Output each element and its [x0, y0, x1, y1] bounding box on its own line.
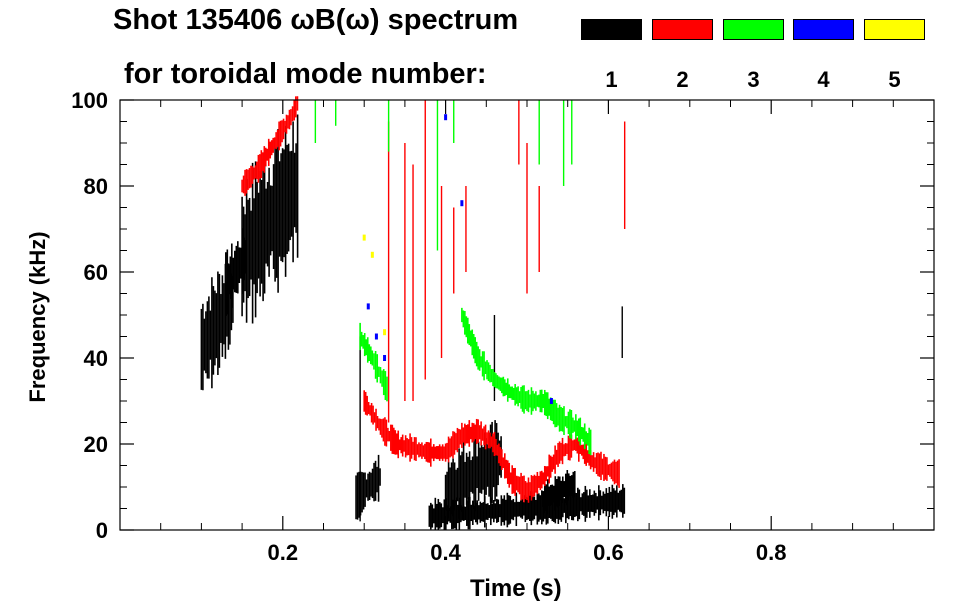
point-mode-5	[370, 251, 374, 258]
legend-swatch-mode-3	[723, 19, 784, 40]
point-mode-4	[374, 333, 378, 340]
legend-label-mode-4: 4	[817, 67, 830, 92]
point-mode-4	[460, 200, 464, 207]
y-tick-label: 60	[84, 260, 108, 285]
y-tick-label: 100	[71, 88, 108, 113]
legend-swatch-mode-2	[652, 19, 713, 40]
legend-swatch-mode-1	[581, 19, 642, 40]
x-tick-label: 0.4	[430, 540, 461, 565]
y-tick-label: 80	[84, 174, 108, 199]
x-tick-label: 0.6	[593, 540, 624, 565]
data-layer	[200, 96, 626, 530]
point-mode-4	[366, 303, 370, 310]
chart-title: Shot 135406 ωB(ω) spectrum	[113, 4, 519, 36]
point-mode-4	[444, 114, 448, 121]
y-tick-label: 40	[84, 346, 108, 371]
x-tick-label: 0.8	[756, 540, 787, 565]
legend-caption: for toroidal mode number:	[124, 58, 487, 90]
y-axis-label: Frequency (kHz)	[25, 231, 50, 403]
legend-label-mode-2: 2	[676, 67, 689, 92]
axes-layer: 0.2 0.4 0.6 0.8 0 20 40 60 80 100	[71, 88, 935, 565]
point-mode-4	[383, 355, 387, 361]
legend-label-mode-1: 1	[605, 67, 618, 92]
point-mode-5	[362, 234, 366, 241]
legend-label-mode-3: 3	[747, 67, 760, 92]
legend-label-mode-5: 5	[888, 67, 901, 92]
point-mode-5	[383, 329, 387, 336]
legend-swatch-mode-4	[793, 19, 854, 40]
x-axis-label: Time (s)	[470, 575, 562, 602]
point-mode-4	[549, 398, 553, 404]
legend-swatch-mode-5	[864, 19, 925, 40]
y-tick-label: 0	[96, 518, 108, 543]
x-tick-label: 0.2	[268, 540, 299, 565]
y-tick-label: 20	[84, 432, 108, 457]
